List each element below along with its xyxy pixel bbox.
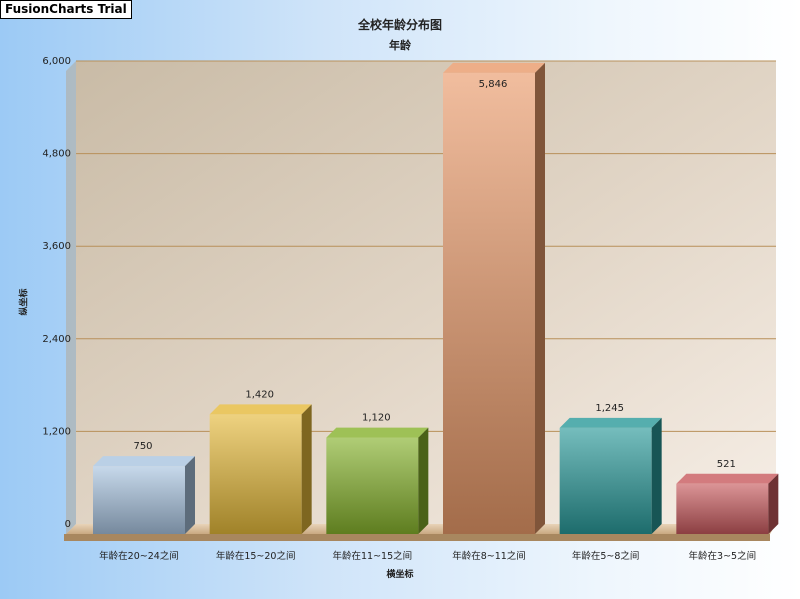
x-tick-label: 年龄在11~15之间 (333, 550, 413, 562)
bar-top (676, 473, 779, 484)
y-tick-label: 1,200 (42, 426, 71, 437)
x-tick-label: 年龄在20~24之间 (99, 550, 179, 562)
bar: 5,846 (443, 62, 545, 534)
y-tick-label: 0 (65, 519, 71, 530)
chart-title: 全校年龄分布图 (357, 18, 442, 32)
bar-front (676, 483, 769, 534)
data-label: 5,846 (479, 79, 508, 90)
x-tick-label: 年龄在5~8之间 (572, 550, 640, 562)
data-label: 1,245 (595, 403, 624, 414)
bar-top (93, 456, 195, 467)
data-label: 1,120 (362, 413, 391, 424)
x-tick-label: 年龄在3~5之间 (689, 550, 757, 562)
bar: 1,120 (326, 413, 429, 534)
bar: 1,245 (559, 403, 662, 534)
bar: 1,420 (209, 389, 312, 534)
canvas-left-wall (66, 61, 76, 534)
bar-side (301, 404, 312, 534)
bar-top (209, 404, 312, 415)
bar-front (326, 437, 419, 534)
x-tick-label: 年龄在15~20之间 (216, 550, 296, 562)
bar-side (418, 427, 429, 534)
bar: 521 (676, 459, 779, 534)
trial-watermark: FusionCharts Trial (0, 0, 132, 19)
bar-top (559, 417, 662, 428)
bar-front (93, 466, 185, 534)
chart-subtitle: 年龄 (389, 39, 411, 52)
x-axis-title: 横坐标 (386, 570, 414, 580)
bar-top (326, 427, 429, 438)
y-tick-label: 3,600 (42, 241, 71, 252)
bar-front (209, 414, 302, 534)
bar-side (185, 456, 195, 534)
y-tick-label: 6,000 (42, 56, 71, 67)
data-label: 750 (133, 441, 152, 452)
y-tick-label: 2,400 (42, 334, 71, 345)
bar-side (651, 417, 662, 534)
bar-front (443, 72, 535, 534)
bar-side (535, 62, 545, 534)
bars: 750 1,420 1,120 5,846 1,245 521 (93, 62, 779, 534)
x-tick-label: 年龄在8~11之间 (452, 550, 526, 562)
data-label: 1,420 (245, 389, 274, 400)
y-tick-labels: 0 1,200 2,400 3,600 4,800 6,000 (42, 56, 71, 530)
bar-top (443, 62, 545, 73)
bar: 750 (93, 441, 195, 534)
bar-front (559, 427, 652, 534)
data-label: 521 (717, 459, 736, 470)
canvas-floor-edge (64, 534, 770, 541)
x-tick-labels: 年龄在20~24之间 年龄在15~20之间 年龄在11~15之间 年龄在8~11之间 年… (99, 550, 756, 562)
bar-side (768, 473, 779, 534)
y-tick-label: 4,800 (42, 149, 71, 160)
